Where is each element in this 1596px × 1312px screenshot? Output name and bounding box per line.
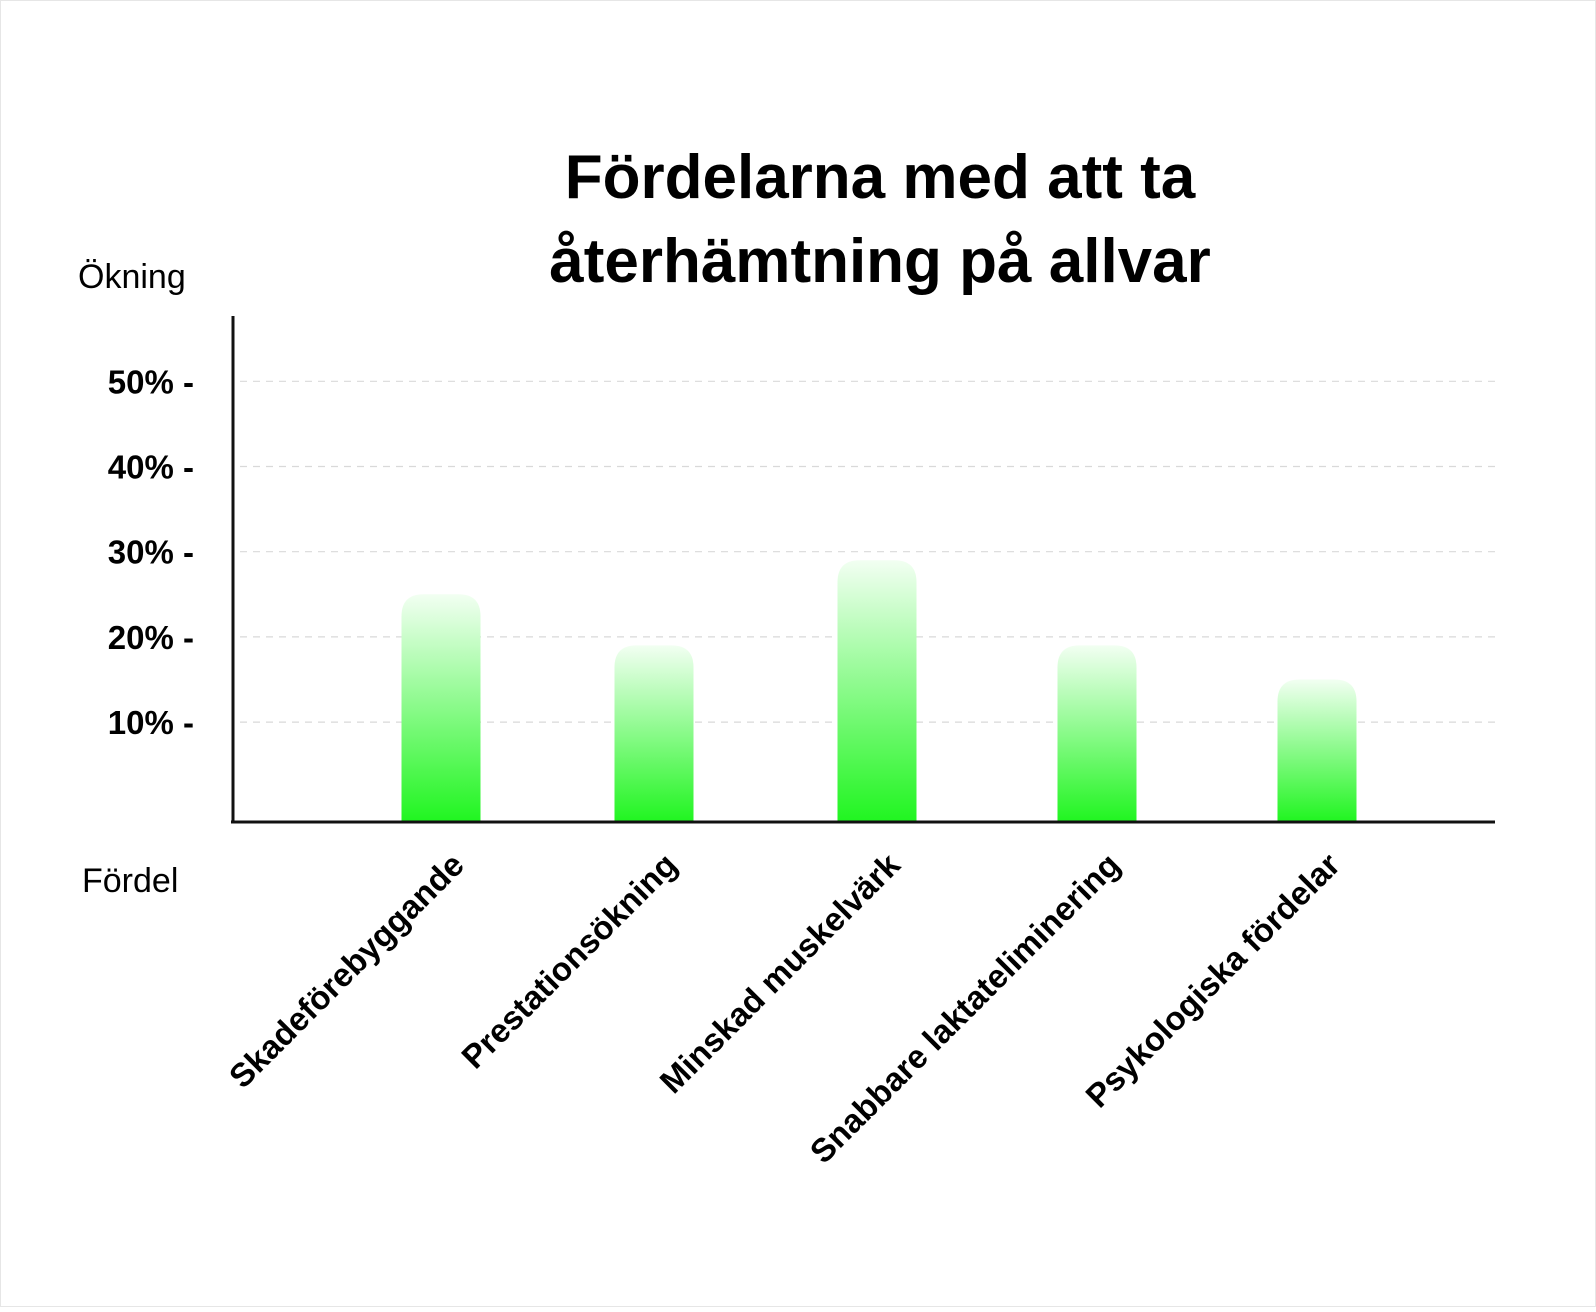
bars — [401, 560, 1357, 822]
x-axis-label: Fördel — [82, 862, 178, 900]
bar — [1277, 679, 1357, 822]
x-tick-label: Skadeförebyggande — [222, 846, 471, 1095]
bar — [614, 645, 694, 822]
y-tick-label: 50% - — [108, 363, 194, 400]
y-axis-label: Ökning — [78, 258, 186, 296]
x-tick-labels: SkadeförebyggandePrestationsökningMinska… — [222, 845, 1347, 1170]
chart-title-line-1: Fördelarna med att ta — [565, 143, 1196, 212]
y-tick-label: 20% - — [108, 619, 194, 656]
x-tick-label: Minskad muskelvärk — [652, 845, 907, 1100]
bar — [1057, 645, 1137, 822]
x-tick-label: Psykologiska fördelar — [1078, 846, 1347, 1115]
y-tick-label: 40% - — [108, 449, 194, 486]
x-tick-label: Prestationsökning — [454, 846, 684, 1076]
y-tick-labels: 10% - 20% - 30% - 40% - 50% - — [108, 363, 194, 741]
chart-title-line-2: återhämtning på allvar — [549, 227, 1211, 296]
bar — [837, 560, 917, 822]
bar — [401, 594, 481, 822]
y-tick-label: 10% - — [108, 704, 194, 741]
y-tick-label: 30% - — [108, 534, 194, 571]
